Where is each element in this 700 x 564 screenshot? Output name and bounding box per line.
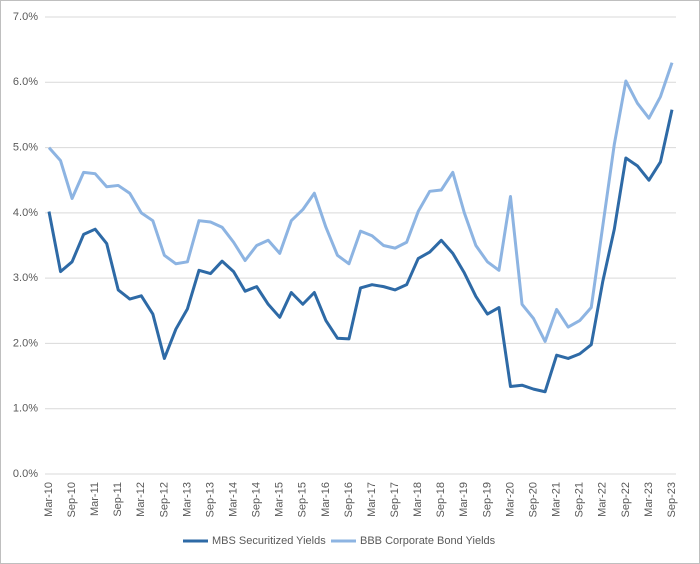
x-tick-label: Mar-17 [366,482,378,517]
x-tick-label: Sep-22 [620,482,632,517]
x-tick-label: Sep-16 [343,482,355,517]
x-tick-label: Sep-17 [389,482,401,517]
x-tick-label: Sep-12 [158,482,170,517]
x-tick-label: Mar-14 [227,482,239,517]
series-line [47,62,674,343]
x-tick-label: Sep-19 [481,482,493,517]
x-tick-label: Mar-20 [504,482,516,517]
x-tick-label: Mar-12 [135,482,147,517]
x-tick-label: Mar-18 [412,482,424,517]
y-tick-label: 4.0% [13,207,38,219]
x-tick-label: Sep-11 [112,482,124,517]
legend-label: MBS Securitized Yields [212,535,326,547]
x-tick-label: Mar-13 [181,482,193,517]
x-tick-label: Sep-15 [297,482,309,517]
y-tick-label: 6.0% [13,76,38,88]
y-tick-label: 1.0% [13,403,38,415]
x-tick-label: Mar-15 [274,482,286,517]
x-tick-label: Sep-13 [204,482,216,517]
legend-label: BBB Corporate Bond Yields [360,535,496,547]
x-tick-label: Sep-10 [66,482,78,517]
x-tick-label: Mar-10 [43,482,55,517]
x-tick-label: Sep-23 [666,482,678,517]
x-tick-label: Sep-20 [527,482,539,517]
y-tick-label: 5.0% [13,141,38,153]
series-line [47,109,674,394]
x-tick-label: Sep-21 [574,482,586,517]
y-tick-label: 3.0% [13,272,38,284]
x-tick-label: Mar-23 [643,482,655,517]
x-tick-label: Sep-18 [435,482,447,517]
y-tick-label: 0.0% [13,468,38,480]
x-tick-label: Mar-21 [551,482,563,517]
x-tick-label: Mar-22 [597,482,609,517]
x-tick-label: Mar-16 [320,482,332,517]
x-tick-label: Mar-11 [89,482,101,516]
y-tick-label: 2.0% [13,337,38,349]
x-tick-label: Sep-14 [251,482,263,517]
y-tick-label: 7.0% [13,11,38,23]
x-tick-label: Mar-19 [458,482,470,517]
